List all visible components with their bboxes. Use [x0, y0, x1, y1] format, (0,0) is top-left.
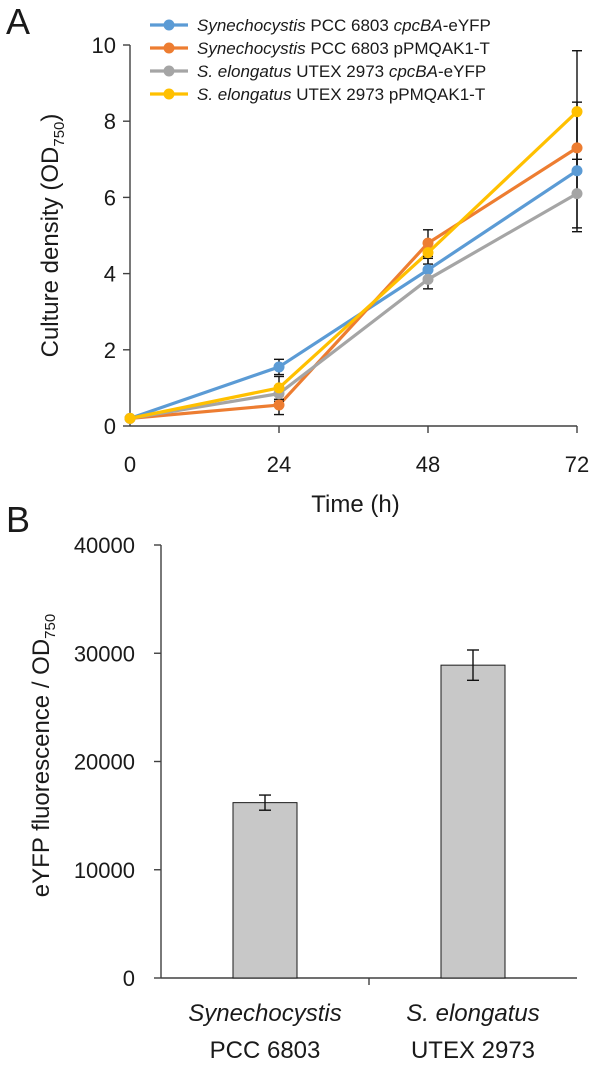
bar-1 [232, 802, 298, 979]
panel-a-x-tick-label: 48 [416, 452, 440, 477]
panel-a-x-tick-label: 0 [124, 452, 136, 477]
series-4 [129, 110, 579, 420]
legend-1-marker [163, 19, 175, 31]
bar-1-error-bar [259, 794, 271, 811]
series-1-point [422, 264, 434, 276]
series-4-point [422, 247, 434, 259]
series-2-point [422, 237, 434, 249]
panel-a-y-axis-title-subscript: 750 [51, 122, 68, 147]
panel-a-y-tick-label: 8 [104, 109, 116, 134]
panel-b-label: B [6, 499, 30, 540]
series-4-point [124, 412, 136, 424]
panel-a-x-axis-title: Time (h) [311, 491, 399, 518]
bar-2-category-name: S. elongatus [406, 1000, 539, 1027]
panel-a-y-axis-title: Culture density (OD750) [37, 114, 68, 358]
legend-2-marker [163, 42, 175, 54]
series-4-point [571, 106, 583, 118]
legend-3-label-gene: cpcBA [389, 62, 438, 81]
legend-1-label: Synechocystis PCC 6803 cpcBA-eYFP [197, 16, 491, 35]
series-3-point [422, 273, 434, 285]
legend-3-label-tail: -eYFP [438, 62, 486, 81]
legend-2-label-italic: Synechocystis [197, 39, 306, 58]
bar-2-category-strain: UTEX 2973 [411, 1037, 535, 1064]
panel-b-y-tick-label: 30000 [74, 641, 135, 666]
bar-1-category-name: Synechocystis [188, 1000, 341, 1027]
panel-a-legend: Synechocystis PCC 6803 cpcBA-eYFPSynecho… [150, 16, 491, 104]
legend-3-marker [163, 65, 175, 77]
panel-a-y-tick-label: 4 [104, 262, 116, 287]
panel-a-y-axis-title-main: Culture density (OD [37, 147, 64, 358]
panel-a-x-tick-label: 24 [267, 452, 291, 477]
series-3 [129, 192, 578, 420]
panel-b-y-tick-label: 40000 [74, 533, 135, 558]
series-4-point [273, 382, 285, 394]
panel-a-x-tick-label: 72 [565, 452, 589, 477]
legend-3-label: S. elongatus UTEX 2973 cpcBA-eYFP [197, 62, 486, 81]
legend-1-label-italic: Synechocystis [197, 16, 306, 35]
panel-b-y-tick-label: 0 [123, 966, 135, 991]
panel-b-y-axis-title-subscript: 750 [42, 614, 59, 639]
series-2-point [273, 399, 285, 411]
legend-3-label-italic: S. elongatus [197, 62, 292, 81]
legend-4-label-text: UTEX 2973 pPMQAK1-T [292, 85, 486, 104]
legend-1-label-gene: cpcBA [394, 16, 443, 35]
series-2 [129, 146, 578, 420]
panel-b-y-axis-title: eYFP fluorescence / OD750 [28, 614, 59, 897]
series-2-point [571, 142, 583, 154]
panel-b-y-tick-label: 20000 [74, 750, 135, 775]
panel-a-y-tick-label: 2 [104, 338, 116, 363]
legend-2-label: Synechocystis PCC 6803 pPMQAK1-T [197, 39, 490, 58]
series-1-point [571, 165, 583, 177]
panel-a-y-tick-label: 10 [92, 33, 116, 58]
panel-b-y-axis-title-main: eYFP fluorescence / OD [28, 639, 55, 897]
series-2-line [129, 146, 578, 420]
panel-b-y-tick-label: 10000 [74, 858, 135, 883]
legend-4-marker [163, 88, 175, 100]
bar-2 [440, 664, 506, 979]
bar-1-category-strain: PCC 6803 [210, 1037, 321, 1064]
legend-4-label-italic: S. elongatus [197, 85, 292, 104]
series-1-line [129, 169, 578, 420]
panel-a-y-axis-title-close: ) [37, 114, 64, 122]
legend-1-label-text: PCC 6803 [306, 16, 394, 35]
legend-1-label-tail: -eYFP [443, 16, 491, 35]
legend-3-label-text: UTEX 2973 [292, 62, 389, 81]
legend-2-label-text: PCC 6803 pPMQAK1-T [306, 39, 490, 58]
panel-a-label: A [6, 1, 30, 42]
bar-2-error-bar [467, 649, 479, 682]
series-1-point [273, 361, 285, 373]
legend-4-label: S. elongatus UTEX 2973 pPMQAK1-T [197, 85, 485, 104]
series-3-line [129, 192, 578, 420]
series-3-point [571, 188, 583, 200]
series-4-line [129, 110, 579, 420]
panel-a-y-tick-label: 0 [104, 414, 116, 439]
panel-a-y-tick-label: 6 [104, 185, 116, 210]
series-1 [129, 169, 578, 420]
